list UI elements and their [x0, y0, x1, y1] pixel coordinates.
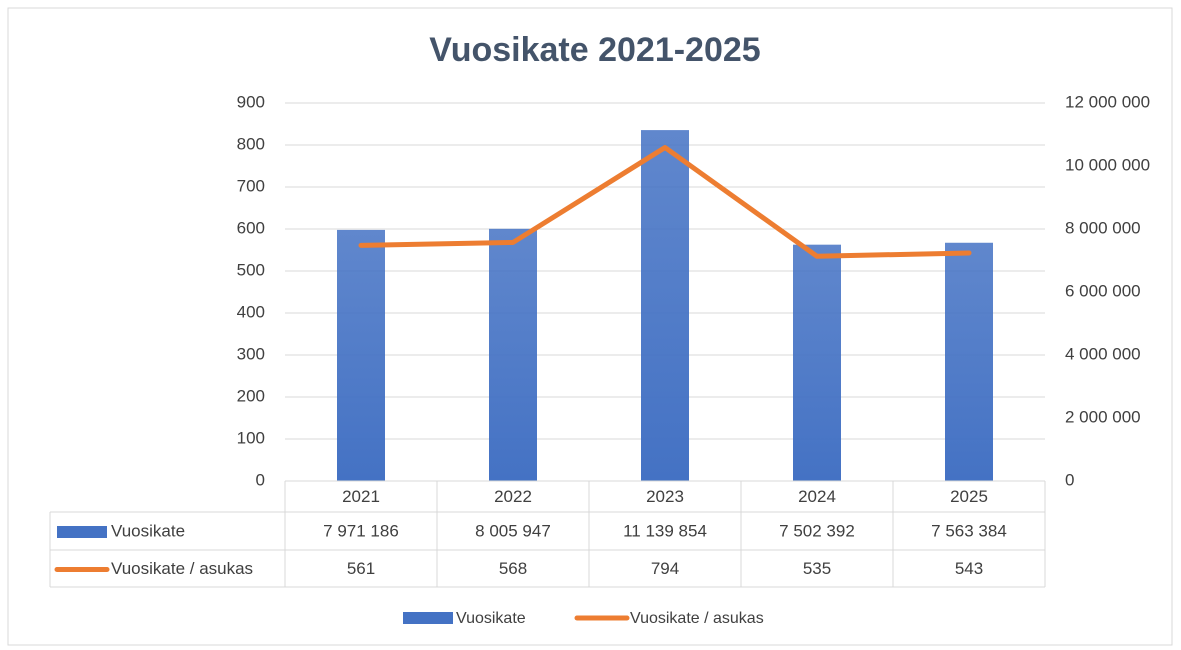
y2-tick-label: 0: [1065, 470, 1074, 489]
table-row-label: Vuosikate / asukas: [111, 559, 253, 578]
y-tick-label: 900: [237, 92, 265, 111]
chart-frame: [7, 7, 1173, 646]
table-value: 535: [803, 559, 831, 578]
y2-tick-label: 12 000 000: [1065, 92, 1150, 111]
y2-tick-label: 8 000 000: [1065, 218, 1141, 237]
y-tick-label: 300: [237, 344, 265, 363]
line: [358, 145, 972, 259]
table-value: 794: [651, 559, 679, 578]
table-row-label: Vuosikate: [111, 521, 185, 540]
legend-swatch: [57, 526, 107, 538]
x-tick-label: 2025: [950, 487, 988, 506]
bar: [489, 228, 537, 481]
y2-tick-label: 2 000 000: [1065, 407, 1141, 426]
table-value: 7 563 384: [931, 521, 1007, 540]
x-tick-label: 2021: [342, 487, 380, 506]
table-value: 543: [955, 559, 983, 578]
y-tick-label: 100: [237, 428, 265, 447]
y2-tick-label: 10 000 000: [1065, 155, 1150, 174]
legend-swatch: [403, 612, 453, 624]
y-tick-label: 600: [237, 218, 265, 237]
legend-label: Vuosikate / asukas: [630, 610, 764, 627]
x-tick-label: 2023: [646, 487, 684, 506]
table-value: 7 502 392: [779, 521, 855, 540]
bar: [337, 229, 385, 481]
y2-tick-label: 6 000 000: [1065, 281, 1141, 300]
table-value: 568: [499, 559, 527, 578]
y-tick-label: 800: [237, 134, 265, 153]
chart-title: Vuosikate 2021-2025: [429, 31, 760, 69]
y-tick-label: 500: [237, 260, 265, 279]
y-tick-label: 700: [237, 176, 265, 195]
bar: [793, 244, 841, 481]
table-value: 11 139 854: [623, 521, 707, 540]
legend-label: Vuosikate: [456, 610, 526, 627]
y-tick-label: 200: [237, 386, 265, 405]
table-value: 561: [347, 559, 375, 578]
y2-tick-label: 4 000 000: [1065, 344, 1141, 363]
x-tick-label: 2024: [798, 487, 836, 506]
y-tick-label: 0: [256, 470, 265, 489]
table-value: 8 005 947: [475, 521, 551, 540]
table-value: 7 971 186: [323, 521, 399, 540]
x-tick-label: 2022: [494, 487, 532, 506]
y-tick-label: 400: [237, 302, 265, 321]
bar: [641, 130, 689, 481]
bar: [945, 242, 993, 481]
